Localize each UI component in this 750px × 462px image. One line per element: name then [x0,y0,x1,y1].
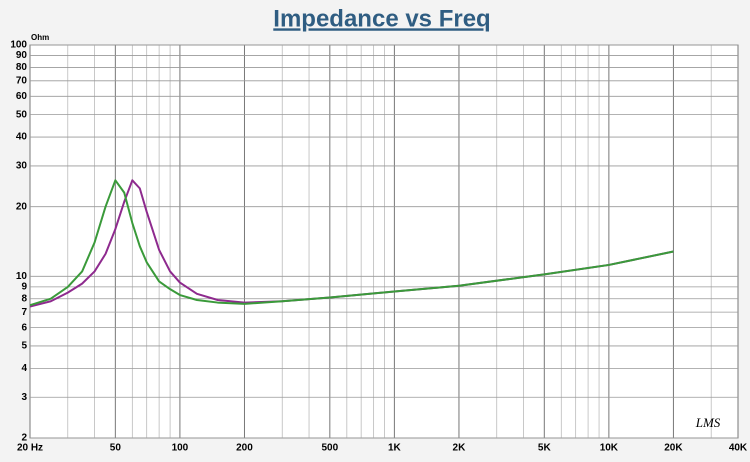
y-tick-label: 20 [16,201,28,212]
x-tick-label: 5K [538,443,552,454]
y-tick-label: 6 [21,322,27,333]
y-tick-label: 50 [16,109,28,120]
x-tick-label: 1K [388,443,402,454]
y-tick-label: 8 [21,293,27,304]
y-tick-label: 90 [16,50,28,61]
chart-title: Impedance vs Freq [273,5,490,32]
y-tick-label: 5 [21,341,27,352]
impedance-curve [29,179,674,307]
y-tick-label: 4 [21,363,27,374]
x-tick-label: 100 [172,443,189,454]
y-tick-label: 30 [16,161,28,172]
x-tick-label: 50 [110,443,122,454]
x-tick-label: 2K [453,443,467,454]
x-tick-label: 40K [729,443,748,454]
x-tick-label: 20K [664,443,683,454]
x-tick-label: 20 Hz [17,443,43,454]
x-tick-label: 200 [236,443,253,454]
logo: LMS [695,415,721,430]
y-tick-label: 3 [21,392,27,403]
y-tick-label: 100 [10,40,27,51]
y-tick-label: 40 [16,132,28,143]
x-tick-label: 500 [321,443,338,454]
y-tick-label: 60 [16,91,28,102]
y-tick-label: 2 [21,433,27,444]
plot-area [29,44,739,439]
y-tick-label: 7 [21,307,27,318]
x-tick-label: 10K [600,443,619,454]
y-tick-label: 80 [16,62,28,73]
y-tick-label: 10 [16,271,28,282]
y-tick-label: 9 [21,282,27,293]
y-axis-unit: Ohm [31,33,49,42]
y-tick-label: 70 [16,75,28,86]
